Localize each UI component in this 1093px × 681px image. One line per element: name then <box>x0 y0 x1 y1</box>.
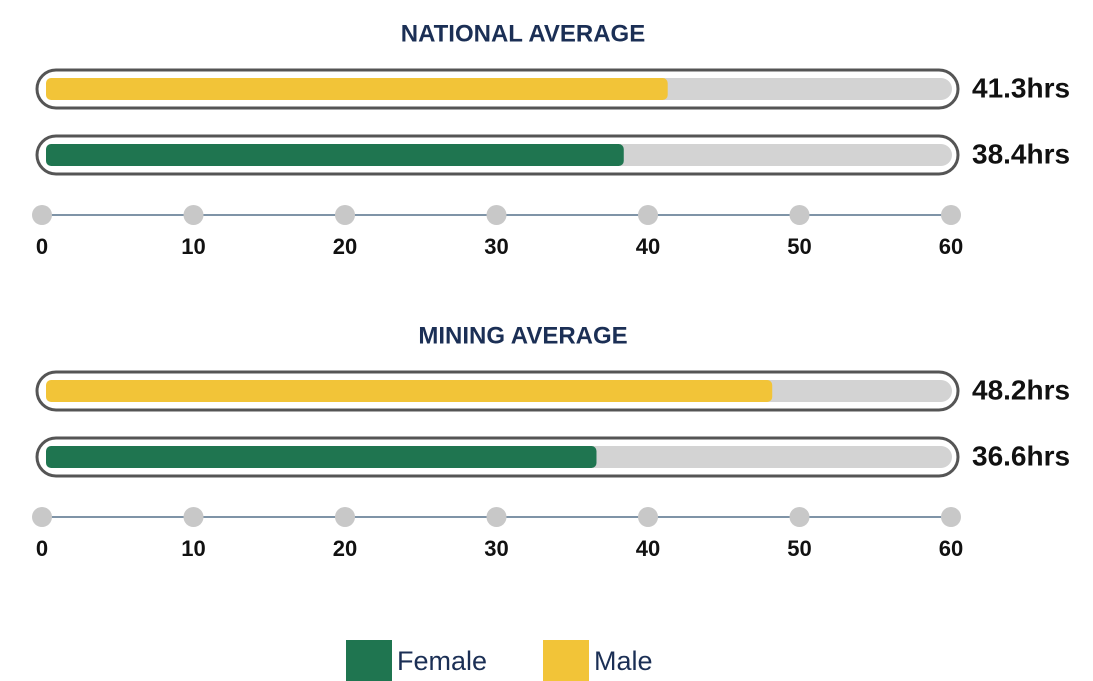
legend-label: Female <box>397 646 487 676</box>
tick-dot <box>486 507 507 527</box>
tick-dot <box>638 507 658 527</box>
x-tick-label: 60 <box>939 234 963 259</box>
tick-dot <box>32 205 52 225</box>
legend-swatch <box>543 640 589 681</box>
tick-dot <box>335 507 355 527</box>
x-tick-label: 40 <box>636 536 660 561</box>
value-label: 36.6hrs <box>972 440 1070 471</box>
x-tick-label: 20 <box>333 234 357 259</box>
x-tick-label: 30 <box>484 234 508 259</box>
x-tick-label: 0 <box>36 536 48 561</box>
bar <box>46 144 624 166</box>
tick-dot <box>335 205 355 225</box>
x-tick-label: 50 <box>787 536 811 561</box>
x-tick-label: 0 <box>36 234 48 259</box>
tick-dot <box>486 205 507 225</box>
tick-dot <box>183 507 204 527</box>
x-tick-label: 30 <box>484 536 508 561</box>
tick-dot <box>32 507 52 527</box>
x-tick-label: 10 <box>181 536 205 561</box>
legend-swatch <box>346 640 392 681</box>
x-tick-label: 60 <box>939 536 963 561</box>
legend-label: Male <box>594 646 653 676</box>
value-label: 38.4hrs <box>972 138 1070 169</box>
chart-title: MINING AVERAGE <box>418 322 627 349</box>
bar <box>46 380 773 402</box>
x-tick-label: 40 <box>636 234 660 259</box>
tick-dot <box>789 507 810 527</box>
x-tick-label: 10 <box>181 234 205 259</box>
bar <box>46 446 597 468</box>
tick-dot <box>183 205 204 225</box>
x-tick-label: 50 <box>787 234 811 259</box>
tick-dot <box>789 205 810 225</box>
tick-dot <box>941 205 961 225</box>
bar <box>46 78 668 100</box>
chart-title: NATIONAL AVERAGE <box>401 20 645 47</box>
value-label: 48.2hrs <box>972 374 1070 405</box>
tick-dot <box>638 205 658 225</box>
value-label: 41.3hrs <box>972 72 1070 103</box>
tick-dot <box>941 507 961 527</box>
x-tick-label: 20 <box>333 536 357 561</box>
